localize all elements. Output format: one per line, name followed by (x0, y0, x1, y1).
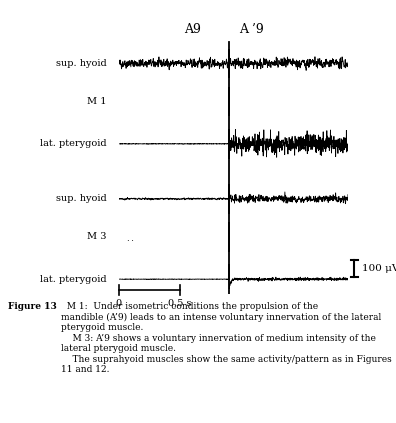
Text: 0,5 s: 0,5 s (168, 299, 192, 308)
Text: A ’9: A ’9 (239, 23, 264, 36)
Text: 0: 0 (116, 299, 122, 308)
Text: lat. pterygoid: lat. pterygoid (40, 275, 107, 284)
Text: sup. hyoid: sup. hyoid (56, 59, 107, 68)
Text: 100 μV: 100 μV (362, 264, 396, 273)
Text: A9: A9 (184, 23, 200, 36)
Text: sup. hyoid: sup. hyoid (56, 194, 107, 203)
Text: M 1:  Under isometric conditions the propulsion of the
mandible (A’9) leads to a: M 1: Under isometric conditions the prop… (61, 302, 392, 374)
Text: lat. pterygoid: lat. pterygoid (40, 139, 107, 148)
Text: M 1: M 1 (88, 97, 107, 106)
Text: . .: . . (127, 235, 133, 243)
Text: M 3: M 3 (88, 232, 107, 242)
Text: Figure 13: Figure 13 (8, 302, 57, 311)
